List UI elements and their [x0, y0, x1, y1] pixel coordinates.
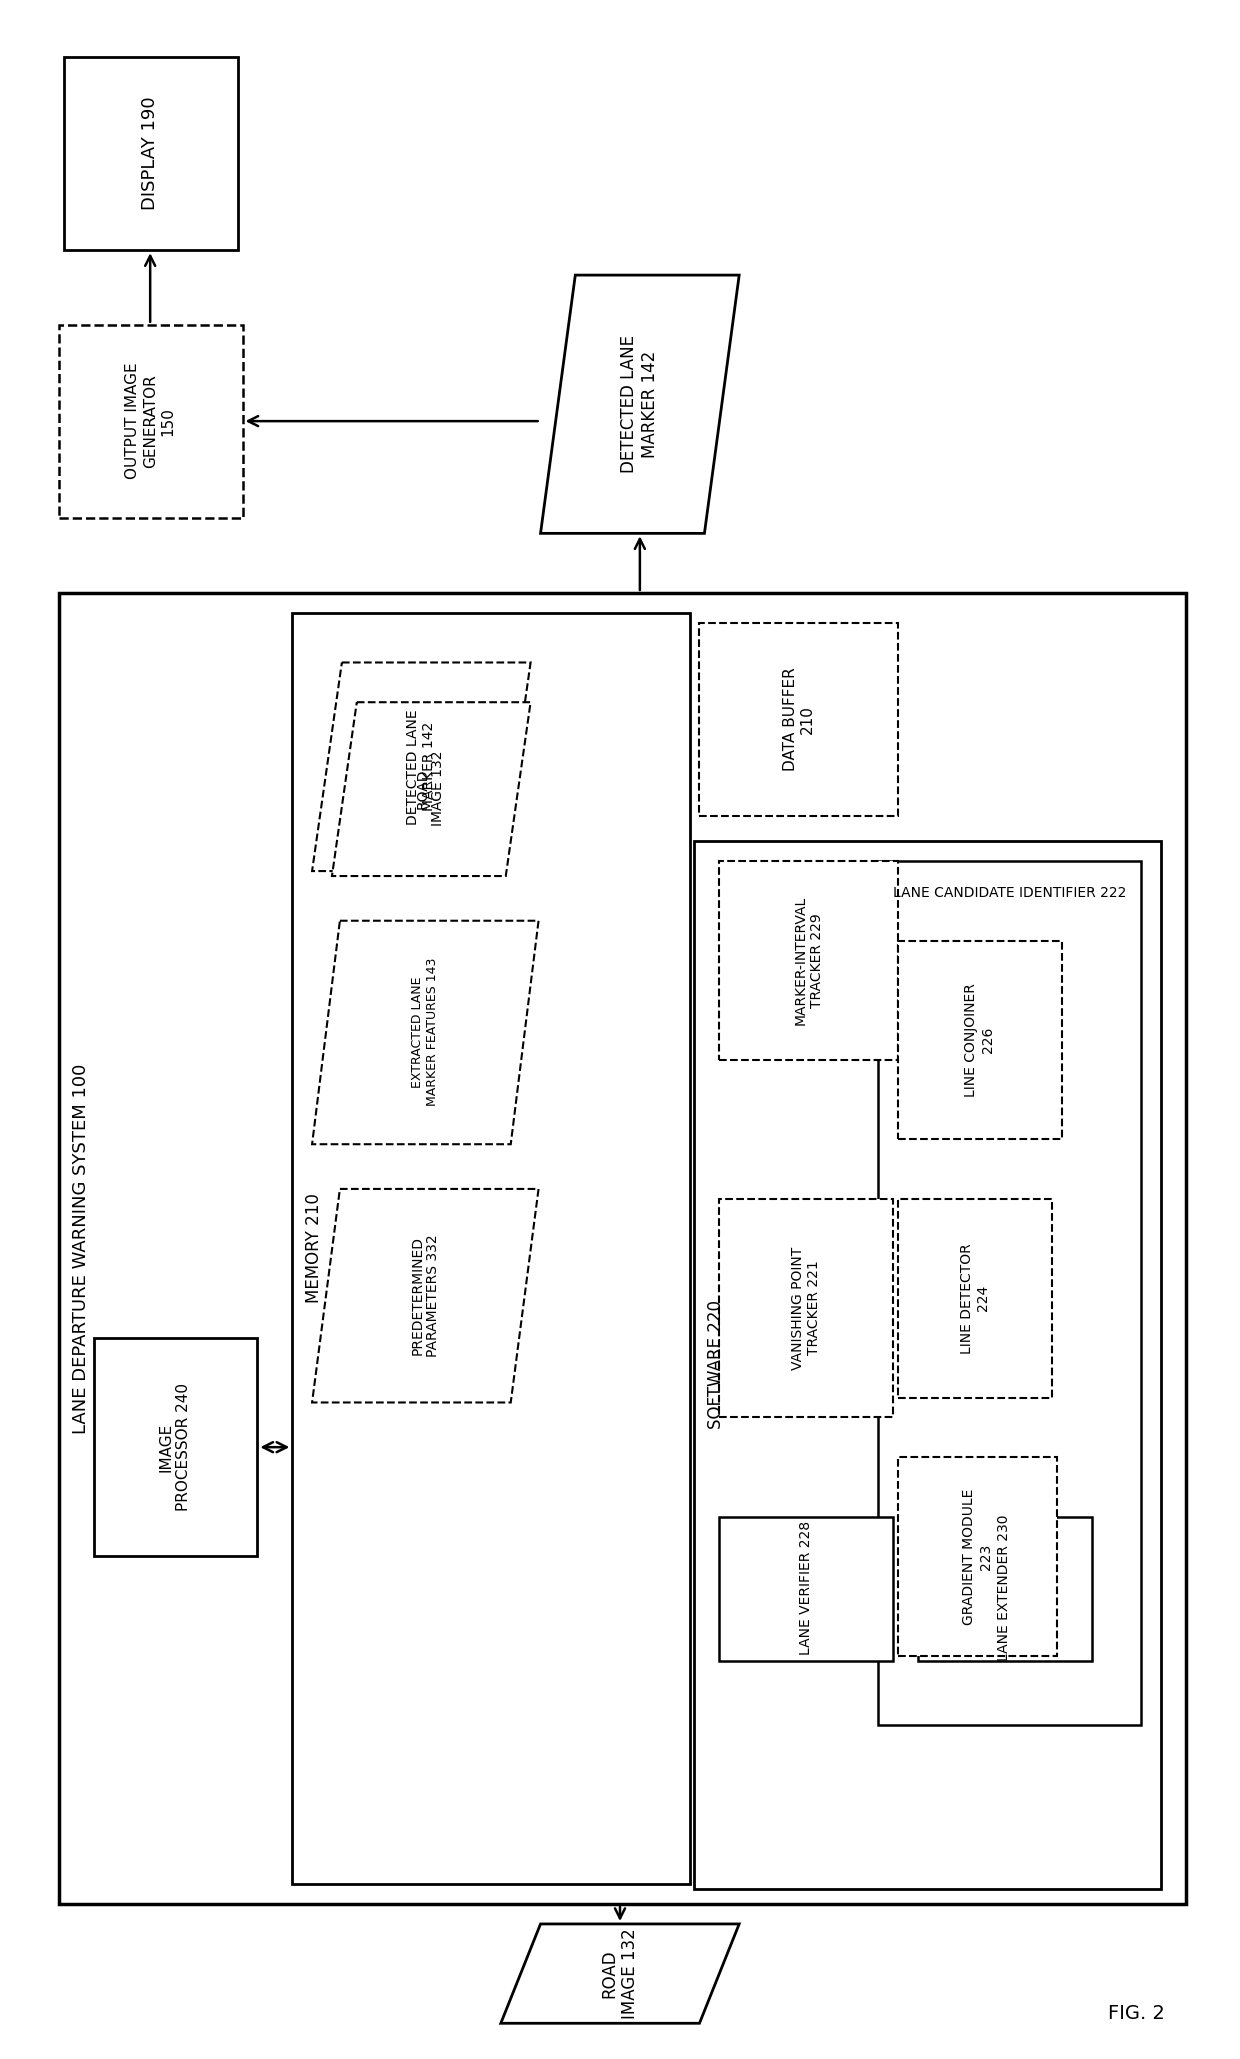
Text: GRADIENT MODULE
223: GRADIENT MODULE 223	[962, 1489, 993, 1625]
Text: OUTPUT IMAGE
GENERATOR
150: OUTPUT IMAGE GENERATOR 150	[125, 362, 175, 480]
Bar	[58, 593, 1187, 1905]
Bar	[93, 1338, 258, 1557]
Bar	[898, 1458, 1056, 1655]
Text: ROAD
IMAGE 132: ROAD IMAGE 132	[415, 752, 445, 826]
Text: DETECTED LANE
MARKER 142: DETECTED LANE MARKER 142	[620, 336, 660, 474]
Text: DISPLAY 190: DISPLAY 190	[141, 97, 159, 210]
Bar	[719, 1517, 893, 1662]
Bar	[58, 325, 243, 519]
Text: LANE DEPARTURE WARNING SYSTEM 100: LANE DEPARTURE WARNING SYSTEM 100	[72, 1062, 89, 1433]
Polygon shape	[541, 276, 739, 533]
Text: EXTRACTED LANE
MARKER FEATURES 143: EXTRACTED LANE MARKER FEATURES 143	[412, 957, 439, 1106]
Text: DATA BUFFER
210: DATA BUFFER 210	[782, 667, 815, 770]
Polygon shape	[312, 920, 538, 1145]
Text: LINE CONJOINER
226: LINE CONJOINER 226	[965, 982, 994, 1097]
Text: LANE EXTENDER 230: LANE EXTENDER 230	[997, 1515, 1012, 1662]
Bar	[918, 1517, 1091, 1662]
Text: DETECTED LANE
MARKER 142: DETECTED LANE MARKER 142	[407, 708, 436, 824]
Text: LANE CANDIDATE IDENTIFIER 222: LANE CANDIDATE IDENTIFIER 222	[893, 885, 1126, 900]
Bar	[694, 842, 1162, 1890]
Bar	[719, 1198, 893, 1417]
Bar	[898, 941, 1061, 1139]
Polygon shape	[332, 702, 531, 875]
Text: MARKER-INTERVAL
TRACKER 229: MARKER-INTERVAL TRACKER 229	[794, 896, 823, 1025]
Text: LANE VERIFIER 228: LANE VERIFIER 228	[799, 1522, 812, 1655]
Polygon shape	[501, 1923, 739, 2024]
Bar	[293, 614, 689, 1884]
Bar	[898, 1198, 1052, 1398]
Text: SOFTWARE 220: SOFTWARE 220	[707, 1299, 725, 1429]
Text: ROAD
IMAGE 132: ROAD IMAGE 132	[600, 1927, 640, 2020]
Text: IMAGE
PROCESSOR 240: IMAGE PROCESSOR 240	[159, 1384, 191, 1511]
Bar	[719, 861, 898, 1060]
Polygon shape	[312, 663, 531, 871]
Text: MEMORY 210: MEMORY 210	[305, 1194, 324, 1303]
Text: FIG. 2: FIG. 2	[1109, 2003, 1164, 2022]
Bar	[699, 622, 898, 817]
Text: PREDETERMINED
PARAMETERS 332: PREDETERMINED PARAMETERS 332	[410, 1233, 440, 1357]
Bar	[63, 56, 238, 251]
Polygon shape	[312, 1188, 538, 1402]
Text: VANISHING POINT
TRACKER 221: VANISHING POINT TRACKER 221	[791, 1246, 821, 1369]
Text: LINE DETECTOR
224: LINE DETECTOR 224	[960, 1244, 990, 1353]
Bar	[878, 861, 1142, 1725]
